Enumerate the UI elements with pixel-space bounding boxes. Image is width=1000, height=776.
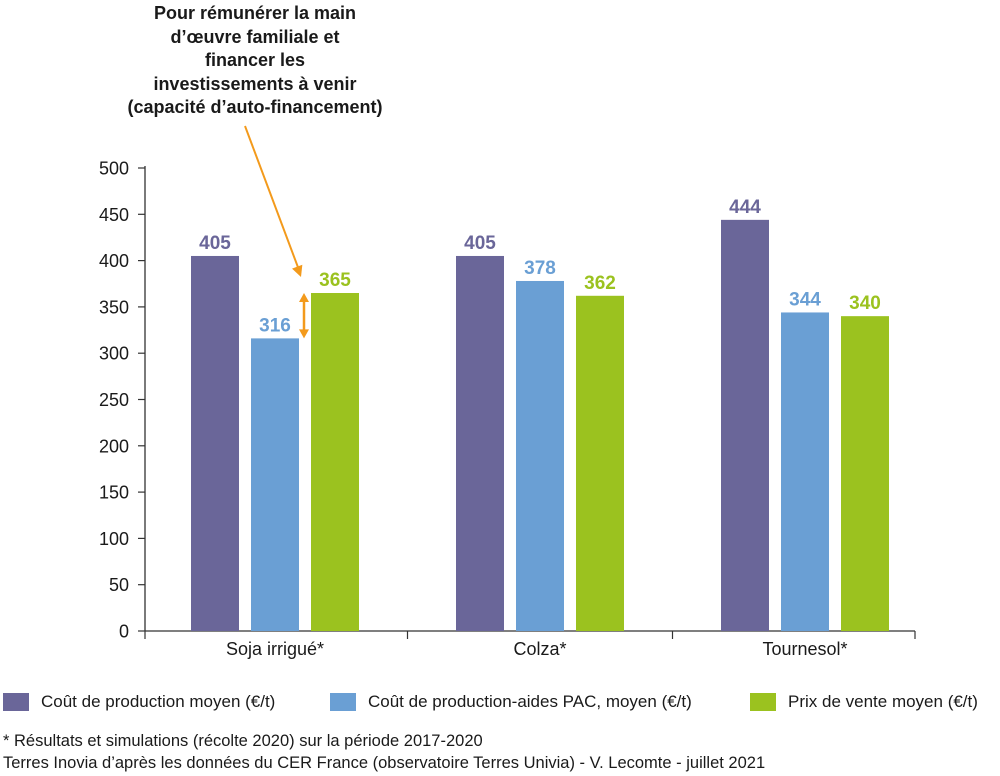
bar: [311, 293, 359, 631]
double-arrow-head-bottom: [299, 329, 309, 339]
legend: Coût de production moyen (€/t) Coût de p…: [0, 692, 1000, 718]
annotation-text: Pour rémunérer la main d’œuvre familiale…: [127, 3, 383, 117]
bar: [251, 338, 299, 631]
legend-label-cost-minus-pac: Coût de production-aides PAC, moyen (€/t…: [368, 692, 692, 711]
footnote-source: Terres Inovia d’après les données du CER…: [3, 754, 766, 772]
bar: [841, 316, 889, 631]
pointer-arrow-line: [244, 125, 300, 271]
y-tick-label: 250: [99, 390, 129, 410]
data-label: 378: [524, 258, 556, 279]
pointer-arrow-head: [292, 264, 303, 278]
legend-swatch-cost-minus-pac: [330, 693, 356, 711]
data-label: 340: [849, 293, 881, 314]
double-arrow-head-top: [299, 293, 309, 303]
x-tick-label: Soja irrigué*: [226, 639, 324, 659]
legend-swatch-price: [750, 693, 776, 711]
bars: 405 316 365 405 378 362 444 344 340: [191, 197, 889, 631]
legend-item-price: Prix de vente moyen (€/t): [750, 692, 978, 712]
y-tick-label: 500: [99, 159, 129, 179]
y-tick-label: 150: [99, 483, 129, 503]
legend-swatch-cost: [3, 693, 29, 711]
data-label: 444: [729, 197, 761, 218]
y-tick-label: 50: [109, 575, 129, 595]
y-axis: 0 50 100 150 200 250 300 350 400 450 500: [99, 159, 146, 642]
data-label: 316: [259, 315, 291, 336]
bar: [721, 219, 769, 631]
y-tick-label: 450: [99, 205, 129, 225]
y-tick-label: 350: [99, 297, 129, 317]
x-axis: Soja irrigué* Colza* Tournesol*: [144, 630, 916, 659]
data-label: 405: [199, 233, 231, 254]
legend-item-cost: Coût de production moyen (€/t): [3, 692, 275, 712]
x-tick-label: Tournesol*: [762, 639, 847, 659]
footnote-note: * Résultats et simulations (récolte 2020…: [3, 732, 483, 750]
bar: [191, 255, 239, 631]
y-tick-label: 200: [99, 436, 129, 456]
y-tick-label: 400: [99, 251, 129, 271]
y-tick-label: 0: [119, 622, 129, 642]
annotation-arrows: [244, 125, 309, 339]
bar-chart: 0 50 100 150 200 250 300 350 400 450 500 Soja irri…: [99, 125, 916, 659]
y-tick-label: 300: [99, 344, 129, 364]
x-tick-label: Colza*: [513, 639, 566, 659]
bar: [516, 280, 564, 631]
legend-item-cost-minus-pac: Coût de production-aides PAC, moyen (€/t…: [330, 692, 692, 712]
y-tick-label: 100: [99, 529, 129, 549]
bar: [576, 295, 624, 631]
data-label: 344: [789, 289, 821, 310]
data-label: 365: [319, 270, 351, 291]
bar: [456, 255, 504, 631]
data-label: 405: [464, 233, 496, 254]
legend-label-price: Prix de vente moyen (€/t): [788, 692, 978, 711]
bar: [781, 312, 829, 631]
data-label: 362: [584, 273, 616, 294]
legend-label-cost: Coût de production moyen (€/t): [41, 692, 276, 711]
